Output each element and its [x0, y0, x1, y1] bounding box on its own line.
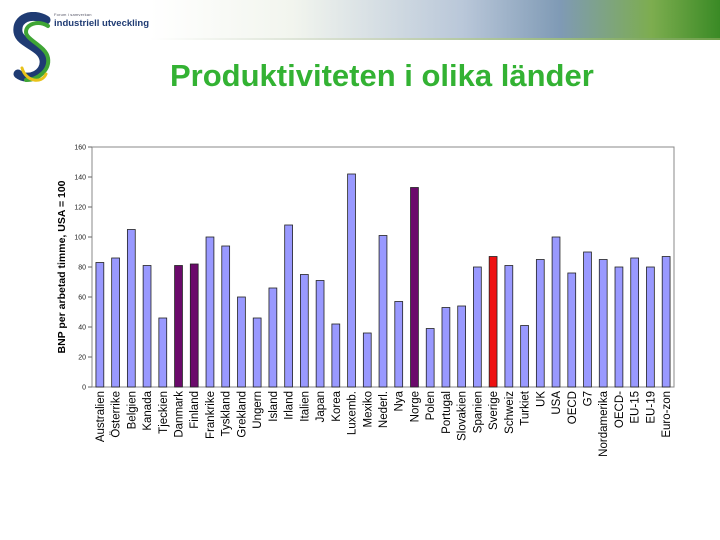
- bar: [378, 235, 388, 388]
- y-tick-label: 40: [78, 325, 86, 332]
- bar: [315, 280, 325, 388]
- x-tick-label: Australien: [95, 391, 107, 442]
- bar: [614, 266, 624, 388]
- x-tick-label: Euro-zon: [661, 391, 673, 438]
- x-tick-label: Grekland: [236, 391, 248, 438]
- y-tick-label: 0: [82, 385, 86, 392]
- bar: [488, 256, 498, 388]
- logo-emblem-icon: [13, 12, 51, 82]
- bar: [457, 305, 466, 388]
- y-tick-label: 60: [78, 295, 86, 302]
- x-tick-label: Sverige: [488, 391, 500, 430]
- bar-chart: 0 20 40 60 80 100 120 140 160 BNP per arbetad tim…: [56, 145, 675, 457]
- bar: [473, 266, 482, 388]
- bar: [630, 257, 640, 388]
- page-title: Produktiviteten i olika länder: [170, 58, 594, 93]
- x-tick-label: Kanada: [142, 390, 154, 430]
- bar: [237, 296, 246, 388]
- x-tick-label: Turkiet: [520, 390, 532, 426]
- y-tick-label: 160: [74, 145, 86, 152]
- bar: [362, 332, 372, 388]
- x-tick-label: UK: [535, 391, 547, 407]
- bar: [331, 323, 341, 388]
- x-tick-label: Luxemb.: [347, 391, 359, 435]
- x-tick-label: Ungern: [252, 391, 264, 429]
- bar: [551, 236, 561, 388]
- x-tick-label: Japan: [315, 391, 327, 422]
- x-tick-label: G7: [582, 391, 594, 406]
- logo-tagline: Forum i samverkan: [54, 12, 92, 17]
- x-tick-label: USA: [551, 391, 563, 415]
- bar: [205, 236, 215, 388]
- x-tick-label: Danmark: [174, 391, 186, 438]
- x-tick-label: Korea: [331, 390, 343, 421]
- x-tick-label: Nederl.: [378, 391, 390, 428]
- bar: [347, 173, 356, 388]
- bar: [535, 259, 545, 388]
- bar: [646, 266, 655, 388]
- x-tick-label: Italien: [299, 391, 311, 422]
- logo-name: industriell utveckling: [54, 18, 150, 29]
- x-tick-label: Polen: [425, 391, 437, 420]
- bar: [284, 224, 293, 388]
- bar: [504, 265, 514, 388]
- bar: [252, 317, 262, 388]
- bar: [142, 265, 152, 388]
- bar: [300, 274, 309, 388]
- x-tick-label: Slovakien: [457, 391, 469, 441]
- x-tick-label: OECD-: [614, 391, 626, 428]
- bar: [567, 272, 577, 388]
- bar: [394, 301, 404, 388]
- x-tick-label: Island: [268, 391, 280, 422]
- header-gradient-band: [150, 0, 720, 38]
- bar: [174, 265, 183, 388]
- y-tick-label: 80: [78, 265, 86, 272]
- x-tick-label: Schweiz: [504, 391, 516, 434]
- x-tick-label: Österrike: [111, 391, 123, 438]
- bar: [189, 263, 199, 388]
- x-tick-label: Belgien: [126, 391, 138, 429]
- bar: [598, 259, 608, 388]
- x-tick-label: Nordamerika: [598, 390, 610, 456]
- bar: [221, 245, 231, 388]
- y-tick-label: 140: [74, 175, 86, 182]
- x-tick-label: Mexiko: [362, 391, 374, 427]
- x-tick-label: Tjeckien: [158, 391, 170, 434]
- bar: [583, 251, 592, 388]
- bar: [111, 257, 120, 388]
- x-tick-label: Tyskland: [221, 391, 233, 436]
- bar: [268, 287, 278, 388]
- bar: [425, 328, 435, 388]
- x-tick-label: Frankrike: [205, 391, 217, 439]
- bar: [410, 187, 419, 388]
- x-tick-label: EU-19: [645, 391, 657, 424]
- logo: [12, 12, 162, 92]
- bar: [661, 256, 671, 388]
- bar: [95, 262, 105, 388]
- x-tick-label: Portugal: [441, 391, 453, 434]
- y-tick-label: 100: [74, 235, 86, 242]
- bar: [441, 307, 451, 388]
- bar: [158, 317, 168, 388]
- x-tick-label: Finland: [189, 391, 201, 429]
- x-tick-label: OECD: [567, 391, 579, 424]
- x-tick-label: EU-15: [630, 391, 642, 424]
- x-tick-label: Nya: [394, 390, 406, 411]
- y-axis-label: BNP per arbetad timme, USA = 100: [56, 180, 68, 353]
- x-tick-label: Norge: [409, 391, 421, 422]
- x-tick-label: Spanien: [472, 391, 484, 433]
- header-divider: [150, 38, 720, 40]
- y-tick-label: 120: [74, 205, 86, 212]
- y-tick-label: 20: [78, 355, 86, 362]
- x-tick-label: Irland: [284, 391, 296, 420]
- bar: [126, 229, 136, 388]
- bar: [520, 325, 529, 388]
